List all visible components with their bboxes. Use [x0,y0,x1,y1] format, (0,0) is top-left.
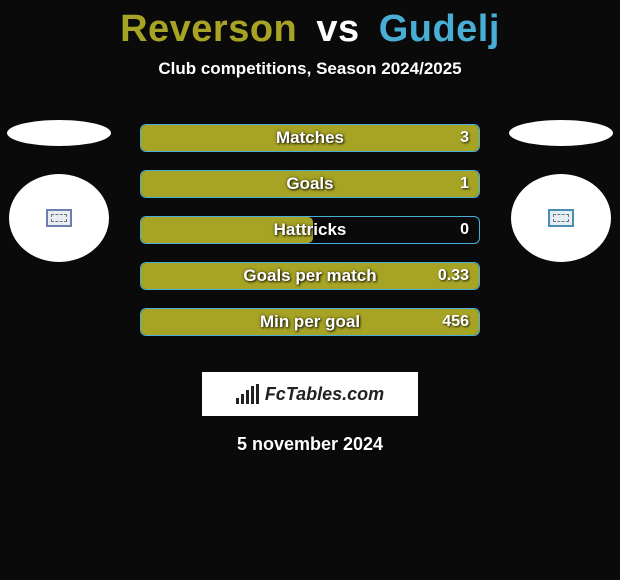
stat-bars: Matches3 Goals1 Hattricks0 Goals per match0… [140,124,480,336]
player2-side [506,120,616,262]
logo-text: FcTables.com [265,384,384,405]
stat-bar: Hattricks0 [140,216,480,244]
stat-bar-fill [141,309,479,335]
logo-bars-icon [236,384,259,404]
player2-avatar-placeholder [511,174,611,262]
player1-avatar-placeholder [9,174,109,262]
stat-bar: Goals per match0.33 [140,262,480,290]
subtitle: Club competitions, Season 2024/2025 [0,59,620,79]
stat-bar: Min per goal456 [140,308,480,336]
player2-name: Gudelj [379,8,500,50]
date-text: 5 november 2024 [0,434,620,455]
player2-ellipse [509,120,613,146]
stat-bar-fill [141,263,479,289]
stat-bar-fill [141,171,479,197]
footer-area: FcTables.com 5 november 2024 [0,352,620,455]
player1-name: Reverson [120,8,297,50]
stat-bar: Matches3 [140,124,480,152]
stat-bar-value: 0 [460,217,469,243]
placeholder-icon [46,209,72,227]
fctables-logo: FcTables.com [202,372,418,416]
stat-bar-fill [141,125,479,151]
player1-side [4,120,114,262]
vs-text: vs [316,8,359,50]
stat-bar-fill [141,217,313,243]
player1-ellipse [7,120,111,146]
placeholder-icon [548,209,574,227]
comparison-title: Reverson vs Gudelj [0,0,620,51]
stat-bar: Goals1 [140,170,480,198]
